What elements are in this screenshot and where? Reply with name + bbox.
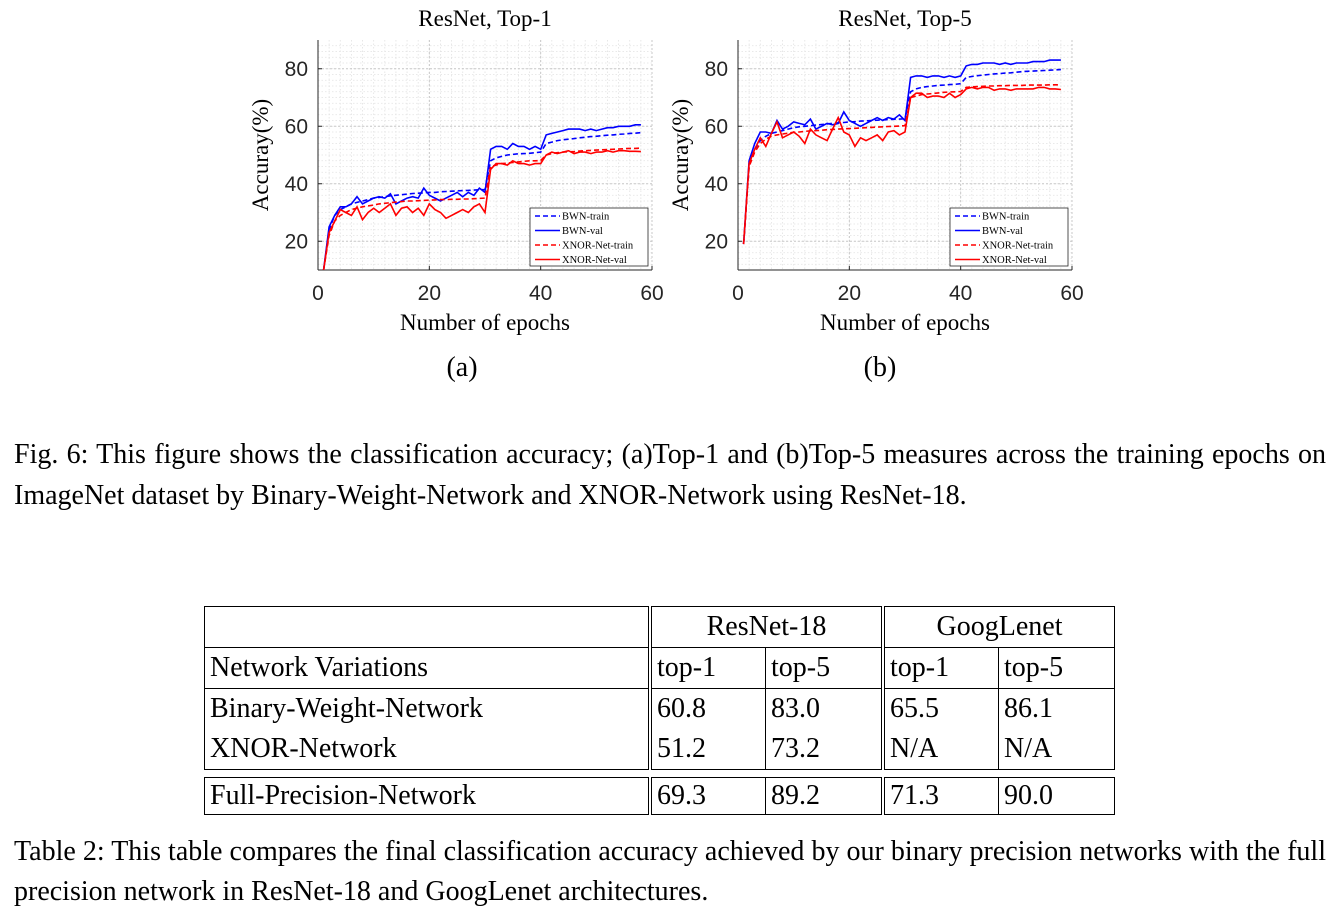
series-line-xnor-net-train (742, 84, 1061, 245)
y-tick-label: 60 (285, 115, 308, 138)
table-cell: N/A (881, 729, 999, 770)
chart-title: ResNet, Top-1 (418, 6, 551, 31)
table-cell: 73.2 (765, 729, 883, 770)
x-axis-label: Number of epochs (400, 310, 570, 335)
series-line-bwn-val (742, 59, 1061, 245)
chart-svg: 0 20 40 60 20 40 60 80 ResNet, Top-5 Number of ep… (668, 6, 1084, 335)
table-cell: 60.8 (648, 688, 766, 729)
table-row: XNOR-Network 51.2 73.2 N/A N/A (204, 729, 1115, 770)
table-caption: Table 2: This table compares the final c… (14, 836, 1326, 907)
legend: BWN-train BWN-val XNOR-Net-train XNOR-Net-v… (529, 207, 649, 267)
x-tick-label: 40 (529, 282, 552, 305)
table-row: Binary-Weight-Network 60.8 83.0 65.5 86.… (204, 688, 1115, 729)
chart-title: ResNet, Top-5 (838, 6, 971, 31)
results-table: ResNet-18 GoogLenet Network Variations t… (204, 606, 1115, 815)
header-cell: top-5 (765, 647, 883, 689)
legend-box (949, 207, 1069, 267)
table-row-full-precision: Full-Precision-Network 69.3 89.2 71.3 90… (204, 777, 1115, 815)
chart-top1: 0 20 40 60 20 40 60 80 ResNet, Top-1 Number of ep… (240, 0, 680, 340)
x-tick-label: 60 (640, 282, 663, 305)
header-cell: top-5 (998, 647, 1115, 689)
y-tick-label: 40 (285, 173, 308, 196)
table-cell: Binary-Weight-Network (204, 688, 650, 729)
x-tick-label: 60 (1060, 282, 1083, 305)
table-corner (204, 606, 650, 648)
series-line-xnor-net-val (742, 86, 1061, 245)
header-cell: top-1 (881, 647, 999, 689)
y-tick-label: 20 (705, 230, 728, 253)
table-cell: 83.0 (765, 688, 883, 729)
legend-label: BWN-val (982, 226, 1023, 237)
x-tick-label: 0 (312, 282, 324, 305)
legend: BWN-train BWN-val XNOR-Net-train XNOR-Net-v… (949, 207, 1069, 267)
series-line-xnor-net-val (322, 149, 641, 270)
y-tick-label: 20 (285, 230, 308, 253)
table-cell: XNOR-Network (204, 729, 650, 770)
legend-label: BWN-train (562, 212, 610, 223)
y-axis-label: Accuray(%) (248, 99, 273, 211)
legend-label: XNOR-Net-val (562, 255, 627, 266)
group-header-googlenet: GoogLenet (881, 606, 1115, 648)
y-tick-label: 40 (705, 173, 728, 196)
table-cell: 90.0 (998, 777, 1115, 815)
x-tick-label: 20 (418, 282, 441, 305)
subfigure-label-a: (a) (446, 352, 478, 383)
figure-caption: Fig. 6: This figure shows the classifica… (14, 439, 1326, 511)
table-cell: 65.5 (881, 688, 999, 729)
x-axis-label: Number of epochs (820, 310, 990, 335)
table-cell: 69.3 (648, 777, 766, 815)
legend-label: XNOR-Net-train (562, 241, 634, 252)
y-tick-label: 60 (705, 115, 728, 138)
legend-label: BWN-val (562, 226, 603, 237)
table-cell: 86.1 (998, 688, 1115, 729)
table-cell: Full-Precision-Network (204, 777, 650, 815)
chart-top5: 0 20 40 60 20 40 60 80 ResNet, Top-5 Number of ep… (660, 0, 1100, 340)
series-line-bwn-train (742, 68, 1061, 245)
x-tick-label: 20 (838, 282, 861, 305)
y-tick-label: 80 (705, 58, 728, 81)
x-tick-label: 0 (732, 282, 744, 305)
legend-label: BWN-train (982, 212, 1030, 223)
table-cell: 71.3 (881, 777, 999, 815)
header-cell: top-1 (648, 647, 766, 689)
y-tick-label: 80 (285, 58, 308, 81)
group-header-resnet18: ResNet-18 (648, 606, 883, 648)
series-line-bwn-val (322, 124, 641, 270)
y-axis-label: Accuray(%) (668, 99, 693, 211)
chart-svg: 0 20 40 60 20 40 60 80 ResNet, Top-1 Number of ep… (248, 6, 664, 335)
legend-box (529, 207, 649, 267)
header-network-variations: Network Variations (204, 647, 650, 689)
table-cell: N/A (998, 729, 1115, 770)
legend-label: XNOR-Net-train (982, 241, 1054, 252)
legend-label: XNOR-Net-val (982, 255, 1047, 266)
table-cell: 51.2 (648, 729, 766, 770)
subfigure-label-b: (b) (863, 352, 897, 383)
x-tick-label: 40 (949, 282, 972, 305)
series-line-xnor-net-train (322, 147, 641, 270)
table-cell: 89.2 (765, 777, 883, 815)
